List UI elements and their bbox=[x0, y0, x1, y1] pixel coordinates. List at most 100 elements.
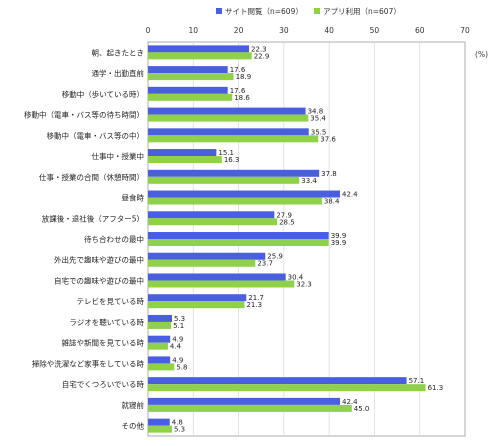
bar-site bbox=[148, 190, 341, 198]
bar-app bbox=[148, 259, 256, 267]
bar-site bbox=[148, 128, 309, 136]
bar-site bbox=[148, 252, 266, 260]
data-label: 16.3 bbox=[224, 156, 240, 164]
bar-layer: 22.322.917.618.917.618.634.835.435.537.6… bbox=[148, 45, 444, 434]
data-label: 21.7 bbox=[248, 294, 264, 302]
data-label: 28.5 bbox=[279, 218, 295, 226]
data-label: 4.9 bbox=[172, 336, 183, 344]
data-label: 32.3 bbox=[296, 280, 312, 288]
bar-site bbox=[148, 66, 228, 74]
bar-app bbox=[148, 52, 252, 60]
data-label: 5.8 bbox=[176, 363, 187, 371]
category-label: 掃除や洗濯など家事をしている時 bbox=[32, 358, 145, 368]
data-label: 5.3 bbox=[174, 315, 185, 323]
x-tick-label: 20 bbox=[234, 26, 244, 35]
bar-app bbox=[148, 156, 222, 164]
category-label: 雑誌や新聞を見ている時 bbox=[62, 338, 145, 348]
legend-label-app: アプリ利用（n=607） bbox=[323, 6, 401, 16]
category-label: 移動中（電車・バス等の待ち時間） bbox=[24, 110, 144, 120]
data-label: 4.9 bbox=[172, 356, 183, 364]
data-label: 35.4 bbox=[310, 115, 326, 123]
data-label: 45.0 bbox=[354, 405, 370, 413]
data-label: 21.3 bbox=[246, 301, 262, 309]
bar-site bbox=[148, 169, 320, 177]
bar-site bbox=[148, 314, 173, 322]
category-label: その他 bbox=[122, 421, 145, 431]
x-tick-label: 0 bbox=[146, 26, 151, 35]
data-label: 37.8 bbox=[321, 170, 337, 178]
data-label: 17.6 bbox=[230, 66, 246, 74]
bar-app bbox=[148, 425, 173, 433]
category-label: テレビを見ている時 bbox=[77, 297, 145, 306]
data-label: 34.8 bbox=[308, 108, 324, 116]
data-label: 18.6 bbox=[234, 94, 250, 102]
x-tick-label: 10 bbox=[189, 26, 199, 35]
category-label: 自宅でくつろいでいる時 bbox=[62, 379, 145, 389]
bar-app bbox=[148, 384, 426, 392]
category-label: 待ち合わせの最中 bbox=[84, 234, 144, 244]
data-label: 61.3 bbox=[428, 384, 444, 392]
data-label: 5.3 bbox=[174, 426, 185, 434]
grid-layer bbox=[147, 41, 466, 437]
category-label: ラジオを聴いている時 bbox=[69, 318, 144, 327]
data-label: 5.1 bbox=[173, 322, 184, 330]
data-label: 22.9 bbox=[254, 52, 270, 60]
bar-site bbox=[148, 356, 171, 364]
axis-layer: 0 10 20 30 40 50 60 70 朝、起きたとき通学・出勤直前移動中（歩いている時）… bbox=[24, 26, 470, 431]
bar-app bbox=[148, 280, 295, 288]
category-label: 仕事・授業の合間（休憩時間） bbox=[39, 172, 144, 182]
x-tick-label: 50 bbox=[370, 26, 380, 35]
category-label: 仕事中・授業中 bbox=[92, 151, 145, 161]
category-label: 放課後・退社後（アフター5） bbox=[42, 213, 144, 223]
category-label: 移動中（電車・バス等の中） bbox=[47, 130, 145, 140]
bar-app bbox=[148, 114, 309, 122]
bar-site bbox=[148, 149, 217, 157]
bar-app bbox=[148, 363, 175, 371]
data-label: 39.9 bbox=[331, 232, 347, 240]
bar-site bbox=[148, 232, 329, 239]
bar-site bbox=[148, 86, 228, 94]
data-label: 30.4 bbox=[288, 273, 304, 281]
data-label: 15.1 bbox=[218, 149, 234, 157]
bar-site bbox=[148, 418, 170, 426]
bar-site bbox=[148, 211, 275, 219]
x-tick-label: 40 bbox=[324, 26, 334, 35]
bar-app bbox=[148, 218, 278, 226]
data-label: 23.7 bbox=[257, 260, 273, 268]
bar-app bbox=[148, 73, 234, 81]
x-tick-label: 60 bbox=[415, 26, 425, 35]
data-label: 37.6 bbox=[320, 135, 336, 143]
data-label: 39.9 bbox=[331, 239, 347, 247]
data-label: 22.3 bbox=[251, 45, 267, 53]
legend-swatch-app bbox=[314, 8, 320, 14]
category-label: 自宅での趣味や遊びの最中 bbox=[54, 275, 144, 285]
bar-site bbox=[148, 294, 247, 302]
bar-app bbox=[148, 197, 322, 205]
category-label: 外出先で趣味や遊びの最中 bbox=[54, 255, 144, 265]
legend: サイト閲覧（n=609） アプリ利用（n=607） bbox=[216, 6, 401, 16]
data-label: 27.9 bbox=[276, 211, 292, 219]
bar-site bbox=[148, 335, 171, 343]
bar-app bbox=[148, 404, 352, 412]
data-label: 42.4 bbox=[342, 191, 358, 199]
data-label: 38.4 bbox=[324, 198, 340, 206]
category-label: 昼食時 bbox=[122, 193, 145, 203]
category-label: 移動中（歩いている時） bbox=[62, 89, 144, 99]
category-label: 通学・出勤直前 bbox=[92, 68, 145, 78]
data-label: 33.4 bbox=[301, 177, 317, 185]
bar-app bbox=[148, 321, 172, 329]
data-label: 18.9 bbox=[236, 73, 252, 81]
data-label: 4.4 bbox=[170, 343, 182, 351]
bar-app bbox=[148, 342, 168, 350]
data-label: 35.5 bbox=[311, 128, 327, 136]
category-label: 朝、起きたとき bbox=[92, 48, 145, 57]
bar-app bbox=[148, 239, 329, 246]
data-label: 17.6 bbox=[230, 87, 246, 95]
unit-label: (%) bbox=[475, 50, 488, 59]
bar-site bbox=[148, 273, 286, 281]
category-label: 就寝前 bbox=[122, 400, 145, 410]
data-label: 25.9 bbox=[267, 253, 283, 261]
bar-app bbox=[148, 301, 245, 309]
bar-app bbox=[148, 93, 233, 101]
